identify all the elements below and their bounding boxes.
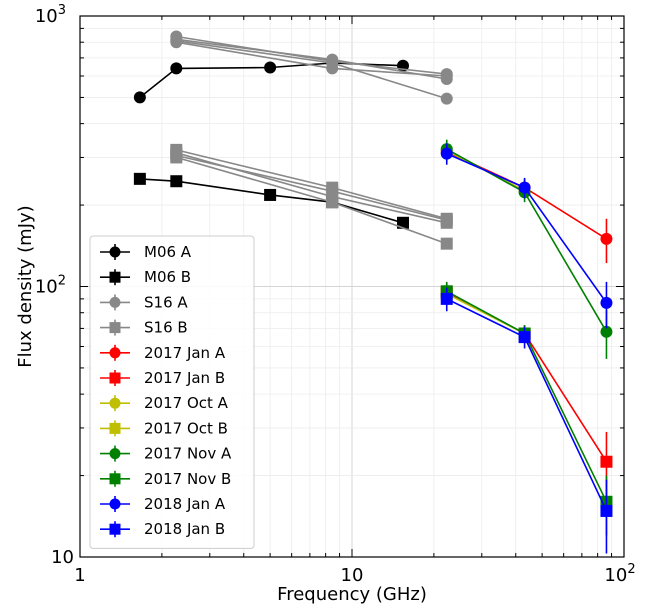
legend-marker: [109, 523, 121, 535]
x-axis-label: Frequency (GHz): [277, 584, 427, 605]
legend-marker: [109, 347, 121, 359]
data-point: [600, 325, 613, 338]
y-tick-label: 102: [35, 274, 66, 298]
legend-entry: 2017 Jan A: [100, 344, 226, 362]
axis-ticks: [79, 15, 625, 558]
legend-entry: 2017 Nov A: [100, 445, 232, 463]
legend-entry: 2017 Oct B: [100, 419, 228, 437]
legend-entry: S16 A: [100, 293, 188, 311]
legend-entry: 2017 Jan B: [100, 369, 225, 387]
data-point: [264, 188, 277, 201]
series-2018-jan-b: [440, 287, 613, 554]
legend-marker: [109, 498, 121, 510]
data-point: [326, 196, 339, 209]
x-tick-label: 1: [74, 565, 85, 586]
x-tick-label: 10: [341, 565, 364, 586]
data-layer: [133, 30, 613, 554]
series-2018-jan-a: [440, 143, 613, 329]
y-tick-label: 103: [35, 3, 66, 27]
legend-box: [89, 235, 255, 549]
legend-label: 2017 Oct B: [144, 419, 228, 437]
legend-label: 2018 Jan A: [144, 495, 226, 513]
legend-label: S16 B: [144, 319, 188, 337]
data-point: [600, 232, 613, 245]
data-point: [518, 181, 531, 194]
data-point: [600, 296, 613, 309]
data-point: [397, 216, 410, 229]
data-point: [440, 292, 453, 305]
data-point: [440, 216, 453, 229]
legend-entry: 2018 Jan A: [100, 495, 226, 513]
legend-label: M06 B: [144, 268, 191, 286]
legend-label: S16 A: [144, 293, 188, 311]
legend-label: 2017 Nov A: [144, 445, 232, 463]
legend-label: 2017 Nov B: [144, 470, 231, 488]
data-point: [600, 504, 613, 517]
data-point: [440, 147, 453, 160]
series-s16-a: [170, 30, 453, 105]
legend-label: 2017 Oct A: [144, 394, 229, 412]
legend-marker: [109, 296, 121, 308]
data-point: [440, 237, 453, 250]
y-tick-label: 10: [51, 547, 74, 568]
legend-label: 2018 Jan B: [144, 520, 225, 538]
data-point: [170, 62, 183, 75]
data-point: [264, 61, 277, 74]
data-point: [326, 57, 339, 70]
legend-marker: [109, 246, 121, 258]
legend-marker: [109, 322, 121, 334]
y-axis-label: Flux density (mJy): [15, 205, 36, 367]
data-point: [133, 91, 146, 104]
legend-marker: [109, 422, 121, 434]
legend-entry: M06 A: [100, 243, 192, 261]
legend-marker: [109, 473, 121, 485]
data-point: [170, 175, 183, 188]
legend-entry: 2017 Nov B: [100, 470, 231, 488]
legend-entry: S16 B: [100, 319, 188, 337]
data-point: [170, 151, 183, 164]
legend-marker: [109, 372, 121, 384]
legend-entry: 2018 Jan B: [100, 520, 225, 538]
data-point: [440, 92, 453, 105]
series-s16-b: [170, 143, 453, 250]
x-tick-label: 102: [604, 562, 635, 586]
data-point: [170, 34, 183, 47]
legend-label: M06 A: [144, 243, 192, 261]
legend-label: 2017 Jan A: [144, 344, 226, 362]
legend-marker: [109, 397, 121, 409]
data-point: [518, 331, 531, 344]
legend-entry: 2017 Oct A: [100, 394, 229, 412]
legend-marker: [109, 271, 121, 283]
legend-label: 2017 Jan B: [144, 369, 225, 387]
data-point: [440, 72, 453, 85]
legend-entry: M06 B: [100, 268, 191, 286]
data-point: [133, 172, 146, 185]
legend-marker: [109, 448, 121, 460]
data-point: [600, 455, 613, 468]
legend: M06 A M06 B S16 A S16 B 2017 Jan A 2017 Jan B…: [89, 235, 255, 549]
